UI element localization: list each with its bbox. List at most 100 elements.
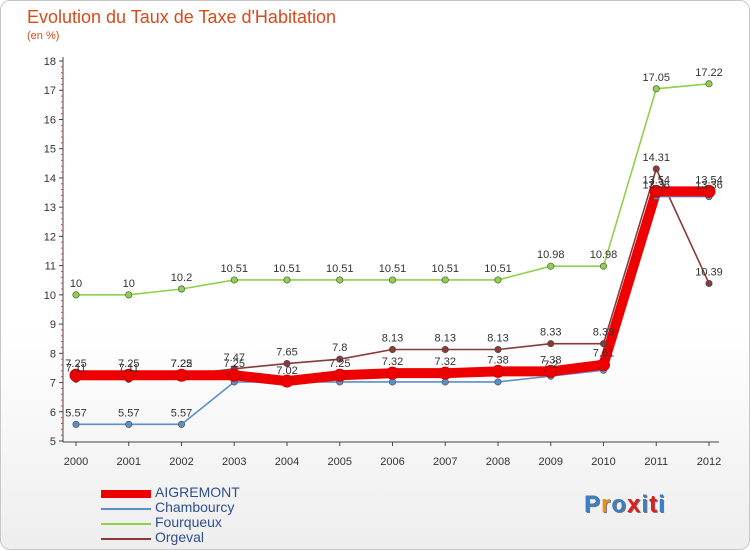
data-label-aigremont: 7.25 xyxy=(118,358,139,370)
data-point-chambourcy xyxy=(72,420,80,428)
y-tick-label: 7 xyxy=(50,378,56,390)
data-point-aigremont xyxy=(227,368,241,382)
data-label-orgeval: 7.47 xyxy=(224,352,245,364)
data-label-aigremont: 7.38 xyxy=(487,354,508,366)
data-label-orgeval: 8.13 xyxy=(435,333,456,345)
y-tick-label: 11 xyxy=(45,261,56,273)
chart-title: Evolution du Taux de Taxe d'Habitation xyxy=(27,7,336,27)
x-tick-label: 2001 xyxy=(117,456,141,468)
data-label-fourqueux: 10 xyxy=(123,278,135,290)
data-point-aigremont xyxy=(544,364,558,378)
data-point-chambourcy xyxy=(494,378,502,386)
logo-letter: o xyxy=(611,491,628,518)
data-point-orgeval xyxy=(388,346,396,354)
data-label-aigremont: 7.61 xyxy=(593,348,614,360)
data-point-fourqueux xyxy=(652,85,660,93)
y-tick-label: 8 xyxy=(50,348,56,360)
y-tick-label: 6 xyxy=(50,407,56,419)
data-label-orgeval: 7.11 xyxy=(66,362,87,374)
x-tick-label: 2009 xyxy=(539,456,563,468)
y-tick-label: 10 xyxy=(44,290,56,302)
data-point-orgeval xyxy=(652,165,660,173)
legend-swatch xyxy=(101,523,151,525)
logo-letter: i xyxy=(658,491,666,518)
data-label-aigremont: 7.25 xyxy=(329,358,350,370)
legend-label: Fourqueux xyxy=(155,514,222,530)
data-point-fourqueux xyxy=(441,276,449,284)
data-point-fourqueux xyxy=(547,262,555,270)
x-tick-label: 2004 xyxy=(275,456,299,468)
y-tick-label: 15 xyxy=(44,144,56,156)
data-point-fourqueux xyxy=(72,291,80,299)
data-label-fourqueux: 17.05 xyxy=(642,72,670,84)
logo-letter: x xyxy=(627,491,642,518)
data-point-fourqueux xyxy=(388,276,396,284)
data-point-aigremont xyxy=(491,364,505,378)
data-label-fourqueux: 10.51 xyxy=(326,263,354,275)
x-tick-label: 2012 xyxy=(697,456,721,468)
y-tick-label: 17 xyxy=(44,85,56,97)
data-point-fourqueux xyxy=(599,262,607,270)
data-point-orgeval xyxy=(441,346,449,354)
data-label-fourqueux: 10 xyxy=(70,278,82,290)
data-label-chambourcy: 13.36 xyxy=(642,180,670,192)
data-point-orgeval xyxy=(336,355,344,363)
y-tick-label: 12 xyxy=(44,231,56,243)
data-label-chambourcy: 7.2 xyxy=(543,359,558,371)
data-label-aigremont: 7.25 xyxy=(65,358,86,370)
data-point-aigremont xyxy=(122,368,136,382)
data-label-fourqueux: 10.51 xyxy=(484,263,512,275)
data-point-chambourcy xyxy=(388,378,396,386)
data-label-fourqueux: 10.98 xyxy=(590,249,618,261)
data-label-orgeval: 14.31 xyxy=(642,152,670,164)
data-point-orgeval xyxy=(547,340,555,348)
data-point-aigremont xyxy=(649,184,663,198)
data-point-fourqueux xyxy=(125,291,133,299)
legend-label: AIGREMONT xyxy=(155,484,240,500)
data-point-aigremont xyxy=(702,184,716,198)
x-tick-label: 2000 xyxy=(64,456,88,468)
data-point-aigremont xyxy=(69,368,83,382)
data-label-fourqueux: 10.2 xyxy=(171,272,192,284)
data-label-orgeval: 7.8 xyxy=(332,342,347,354)
data-label-fourqueux: 17.22 xyxy=(695,67,723,79)
x-tick-label: 2011 xyxy=(644,456,668,468)
data-point-orgeval xyxy=(599,340,607,348)
data-label-aigremont: 7.25 xyxy=(171,358,192,370)
data-point-chambourcy xyxy=(125,420,133,428)
x-tick-label: 2003 xyxy=(222,456,246,468)
data-label-chambourcy: 5.57 xyxy=(171,407,192,419)
y-tick-label: 9 xyxy=(50,319,56,331)
data-label-chambourcy: 5.57 xyxy=(118,407,139,419)
data-point-fourqueux xyxy=(230,276,238,284)
logo-letter: i xyxy=(641,491,650,518)
x-tick-label: 2007 xyxy=(433,456,457,468)
data-point-orgeval xyxy=(705,279,713,287)
proxiti-logo: Proxiti xyxy=(584,491,666,519)
data-point-fourqueux xyxy=(705,80,713,88)
data-label-orgeval: 7.65 xyxy=(276,347,297,359)
data-label-orgeval: 8.33 xyxy=(540,327,561,339)
legend-label: Orgeval xyxy=(155,529,205,545)
data-label-orgeval: 8.33 xyxy=(593,327,614,339)
x-tick-label: 2005 xyxy=(328,456,352,468)
x-tick-label: 2006 xyxy=(380,456,404,468)
data-label-aigremont: 7.32 xyxy=(435,356,456,368)
data-point-aigremont xyxy=(175,368,188,382)
data-point-orgeval xyxy=(283,360,291,368)
data-label-aigremont: 7.32 xyxy=(382,356,403,368)
data-point-fourqueux xyxy=(494,276,502,284)
data-label-fourqueux: 10.98 xyxy=(537,249,565,261)
data-point-fourqueux xyxy=(178,285,186,293)
y-tick-label: 16 xyxy=(44,114,56,126)
data-label-aigremont: 7.25 xyxy=(224,358,245,370)
data-label-orgeval: 7.22 xyxy=(171,358,192,370)
data-point-aigremont xyxy=(333,368,347,382)
data-point-fourqueux xyxy=(336,276,344,284)
data-label-orgeval: 8.13 xyxy=(487,333,508,345)
data-point-aigremont xyxy=(438,366,452,380)
data-label-orgeval: 10.39 xyxy=(695,266,723,278)
data-label-orgeval: 8.13 xyxy=(382,333,403,345)
